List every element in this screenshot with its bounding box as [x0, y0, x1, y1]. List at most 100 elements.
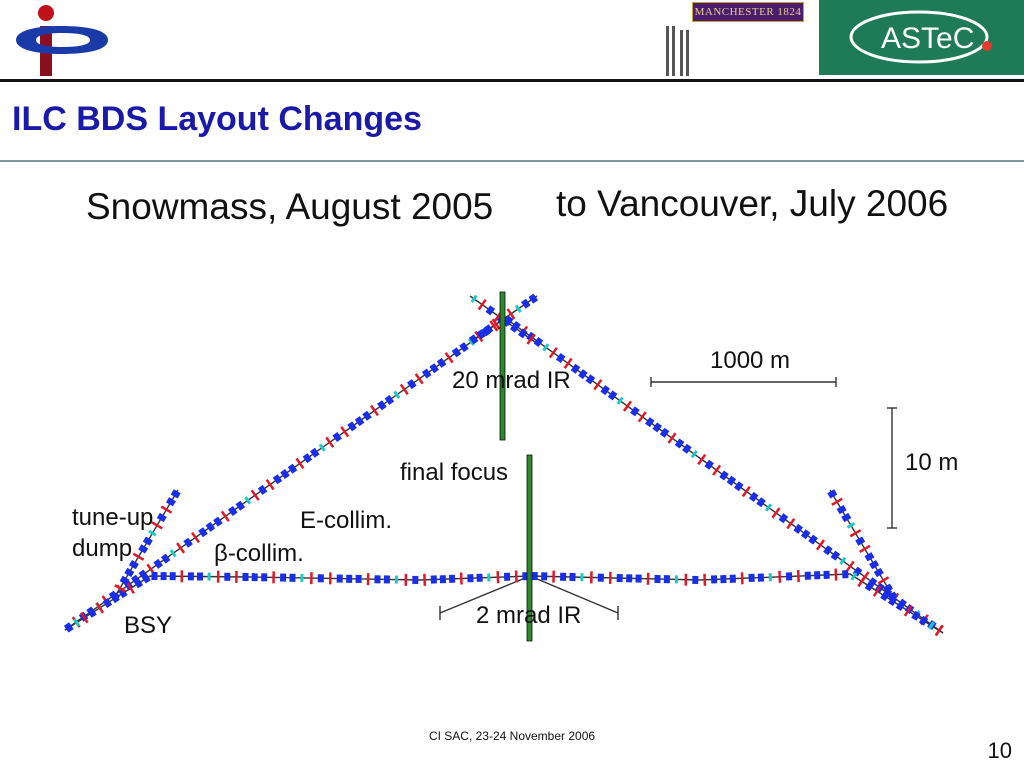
caption-vancouver: to Vancouver, July 2006 — [556, 183, 949, 224]
quad-magnet — [830, 550, 841, 561]
label-beta-collim: β-collim. — [214, 540, 304, 567]
quad-magnet — [531, 572, 538, 581]
quad-magnet — [883, 583, 893, 593]
quad-magnet — [560, 572, 567, 581]
quad-magnet — [635, 574, 642, 583]
bend-magnet — [815, 539, 826, 551]
sext-magnet — [394, 575, 398, 584]
quad-magnet — [887, 596, 898, 606]
bend-magnet — [474, 330, 484, 343]
bend-magnet — [514, 570, 518, 583]
bend-magnet — [526, 333, 536, 345]
quad-magnet — [585, 374, 596, 385]
bend-magnet — [265, 478, 275, 491]
quad-magnet — [652, 422, 662, 433]
quad-magnet — [880, 591, 890, 602]
extraction-2mrad-right — [529, 575, 619, 614]
quad-magnet — [630, 406, 640, 417]
label-scale-1000m: 1000 m — [710, 347, 790, 374]
sext-magnet — [768, 573, 772, 582]
quad-magnet — [704, 459, 714, 470]
bend-magnet — [778, 570, 782, 583]
bend-magnet — [220, 510, 230, 522]
quad-magnet — [692, 575, 699, 584]
quad-magnet — [272, 474, 283, 485]
quad-magnet — [451, 347, 462, 358]
bds-layout-diagram: 20 mrad IR final focus tune-up dump E-co… — [63, 291, 958, 642]
tune-up-dump-right — [829, 489, 896, 601]
bend-magnet — [370, 404, 379, 417]
sext-magnet — [514, 304, 522, 313]
slide-title: ILC BDS Layout Changes — [12, 100, 422, 138]
quad-magnet — [569, 572, 576, 582]
label-tune-up: tune-up — [72, 504, 153, 531]
ip-marker-20mrad — [499, 291, 506, 441]
bend-magnet — [366, 573, 370, 586]
quad-magnet — [533, 337, 544, 347]
quad-magnet — [102, 598, 113, 608]
bend-magnet — [295, 457, 305, 470]
quad-magnet — [607, 390, 618, 401]
quad-magnet — [87, 607, 97, 618]
bend-magnet — [325, 436, 335, 448]
quad-magnet — [663, 575, 670, 584]
footer-text: CI SAC, 23-24 November 2006 — [428, 729, 596, 743]
quad-magnet — [156, 512, 167, 523]
sext-magnet — [73, 618, 81, 627]
bend-magnet — [548, 347, 558, 359]
quad-magnet — [459, 342, 469, 353]
quad-magnet — [439, 575, 447, 584]
bend-magnet — [703, 573, 707, 586]
bend-magnet — [608, 571, 612, 584]
university-wordmark — [662, 22, 692, 80]
quad-magnet — [160, 553, 171, 564]
bend-magnet — [506, 308, 516, 320]
bend-magnet — [712, 464, 722, 476]
quad-magnet — [869, 559, 880, 570]
bend-magnet — [404, 573, 408, 586]
quad-magnet — [659, 427, 670, 438]
quad-magnet — [785, 572, 793, 581]
label-20mrad-ir: 20 mrad IR — [452, 367, 571, 394]
quad-magnet — [355, 574, 362, 583]
sext-magnet — [542, 343, 550, 352]
astec-logo: ASTeC — [819, 0, 1024, 75]
bend-magnet — [834, 568, 838, 581]
quad-magnet — [198, 527, 208, 538]
quad-magnet — [503, 572, 511, 581]
quad-magnet — [823, 570, 830, 580]
sext-magnet — [616, 396, 624, 405]
bend-magnet — [563, 357, 573, 370]
sext-magnet — [318, 443, 326, 452]
bend-magnet — [132, 552, 145, 561]
bend-magnet — [637, 411, 647, 423]
quad-magnet — [674, 438, 685, 449]
quad-magnet — [726, 475, 737, 486]
label-bsy: BSY — [124, 612, 172, 639]
scale-bar-horizontal — [650, 377, 837, 387]
bend-magnet — [95, 602, 105, 614]
bend-magnet — [903, 605, 913, 617]
sext-magnet — [487, 573, 491, 582]
quad-magnet — [467, 574, 474, 583]
quad-magnet — [421, 368, 432, 379]
quad-magnet — [383, 575, 390, 584]
bend-magnet — [151, 521, 163, 530]
sext-magnet — [207, 572, 211, 581]
sext-magnet — [690, 449, 698, 459]
quad-magnet — [720, 574, 727, 584]
sext-magnet — [674, 575, 678, 584]
quad-magnet — [570, 363, 581, 374]
quad-magnet — [827, 489, 838, 499]
quad-magnet — [748, 491, 759, 502]
quad-magnet — [476, 329, 486, 340]
quad-magnet — [654, 574, 661, 584]
page-number: 10 — [987, 738, 1012, 763]
quad-magnet — [160, 572, 167, 581]
quad-magnet — [485, 305, 496, 316]
bend-magnet — [414, 373, 424, 385]
quad-magnet — [864, 581, 875, 592]
quad-magnet — [748, 573, 755, 583]
bend-magnet — [684, 573, 688, 586]
quad-magnet — [521, 298, 531, 309]
